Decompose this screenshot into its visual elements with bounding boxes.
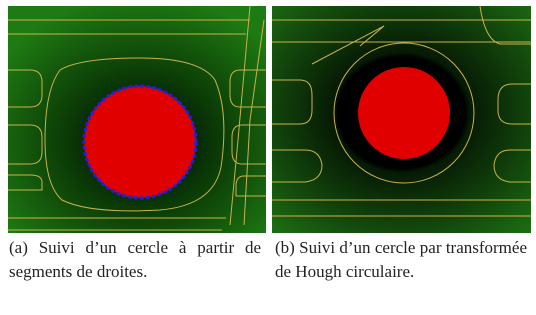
- image-a: [8, 6, 266, 233]
- caption: (b) Suivi d’un cercle par transformée de…: [275, 236, 527, 284]
- caption: (a) Suivi d’un cercle à partir de segmen…: [9, 236, 261, 284]
- image-b: [272, 6, 531, 233]
- figure: (a) Suivi d’un cercle à partir de segmen…: [0, 0, 536, 315]
- figure-images: [0, 0, 536, 236]
